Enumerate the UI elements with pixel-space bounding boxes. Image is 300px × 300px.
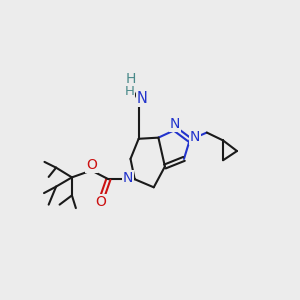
Text: O: O xyxy=(86,158,97,172)
Text: O: O xyxy=(95,195,106,209)
Text: N: N xyxy=(122,171,133,185)
Text: N: N xyxy=(169,118,180,131)
Text: N: N xyxy=(137,91,148,106)
Text: H: H xyxy=(124,85,134,98)
Text: H: H xyxy=(125,72,136,86)
Text: N: N xyxy=(190,130,200,144)
